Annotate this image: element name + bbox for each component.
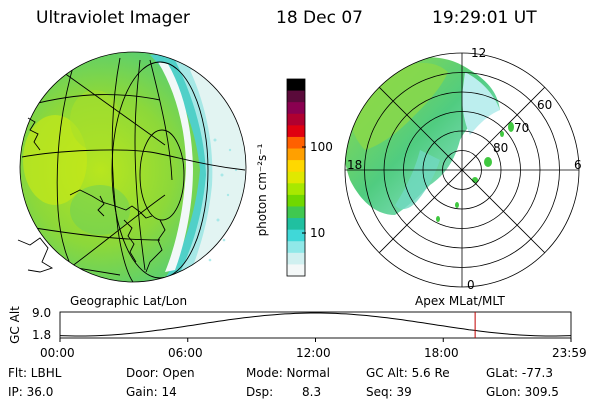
altitude-plot <box>59 311 572 342</box>
x-tick-1200: 12:00 <box>296 346 331 360</box>
colorbar-segment <box>287 148 305 161</box>
alt-ymax: 9.0 <box>32 306 52 320</box>
info-mode: Mode: Normal <box>246 366 330 380</box>
info-glon: GLon: 309.5 <box>486 385 559 399</box>
colorbar-segment <box>287 183 305 196</box>
alt-ymin: 1.8 <box>32 328 52 342</box>
mlt-label-18: 18 <box>347 158 363 172</box>
apex-polar-plot <box>344 52 580 288</box>
colorbar-segment <box>287 218 305 231</box>
colorbar-segment <box>287 229 305 242</box>
color-bar <box>287 79 305 277</box>
colorbar-tick-10: 10 <box>310 226 326 240</box>
x-tick-0600: 06:00 <box>168 346 203 360</box>
x-tick-2359: 23:59 <box>552 346 587 360</box>
colorbar-segment <box>287 264 305 277</box>
info-gain: Gain: 14 <box>126 385 177 399</box>
time-readout: 19:29:01 UT <box>432 8 537 28</box>
colorbar-unit-label: photon cm⁻²s⁻¹ <box>255 143 269 237</box>
colorbar-segment <box>287 102 305 115</box>
x-tick-0000: 00:00 <box>40 346 75 360</box>
info-flt: Flt: LBHL <box>8 366 62 380</box>
colorbar-segment <box>287 252 305 265</box>
mlt-label-12: 12 <box>471 46 487 60</box>
colorbar-segment <box>287 136 305 150</box>
info-gc-alt: GC Alt: 5.6 Re <box>366 366 450 380</box>
colorbar-segment <box>287 113 305 126</box>
colorbar-segment <box>287 125 305 138</box>
date-readout: 18 Dec 07 <box>276 8 363 28</box>
alt-ylabel: GC Alt <box>7 306 22 344</box>
colorbar-tick-100: 100 <box>310 140 333 154</box>
colorbar-segment <box>287 194 305 207</box>
colorbar-segment <box>287 90 305 103</box>
colorbar-segment <box>287 206 305 219</box>
colorbar-segment <box>287 241 305 254</box>
x-tick-1800: 18:00 <box>424 346 459 360</box>
app-title: Ultraviolet Imager <box>36 8 190 28</box>
info-seq: Seq: 39 <box>366 385 412 399</box>
info-dsp: Dsp: <box>246 385 274 399</box>
colorbar-segment <box>287 79 305 92</box>
colorbar-segment <box>287 160 305 173</box>
geographic-image <box>17 51 247 283</box>
coastline <box>17 117 166 273</box>
colorbar-segment <box>287 171 305 184</box>
mlt-label-0: 0 <box>467 278 475 292</box>
info-dsp-value: 8.3 <box>302 385 322 399</box>
info-ip: IP: 36.0 <box>8 385 54 399</box>
mlat-label-80: 80 <box>493 141 509 155</box>
mlt-label-6: 6 <box>574 158 582 172</box>
info-door: Door: Open <box>126 366 195 380</box>
mlat-label-60: 60 <box>537 98 553 112</box>
mlat-label-70: 70 <box>514 121 530 135</box>
info-glat: GLat: -77.3 <box>486 366 553 380</box>
geographic-label: Geographic Lat/Lon <box>70 294 188 308</box>
apex-label: Apex MLat/MLT <box>415 294 505 308</box>
